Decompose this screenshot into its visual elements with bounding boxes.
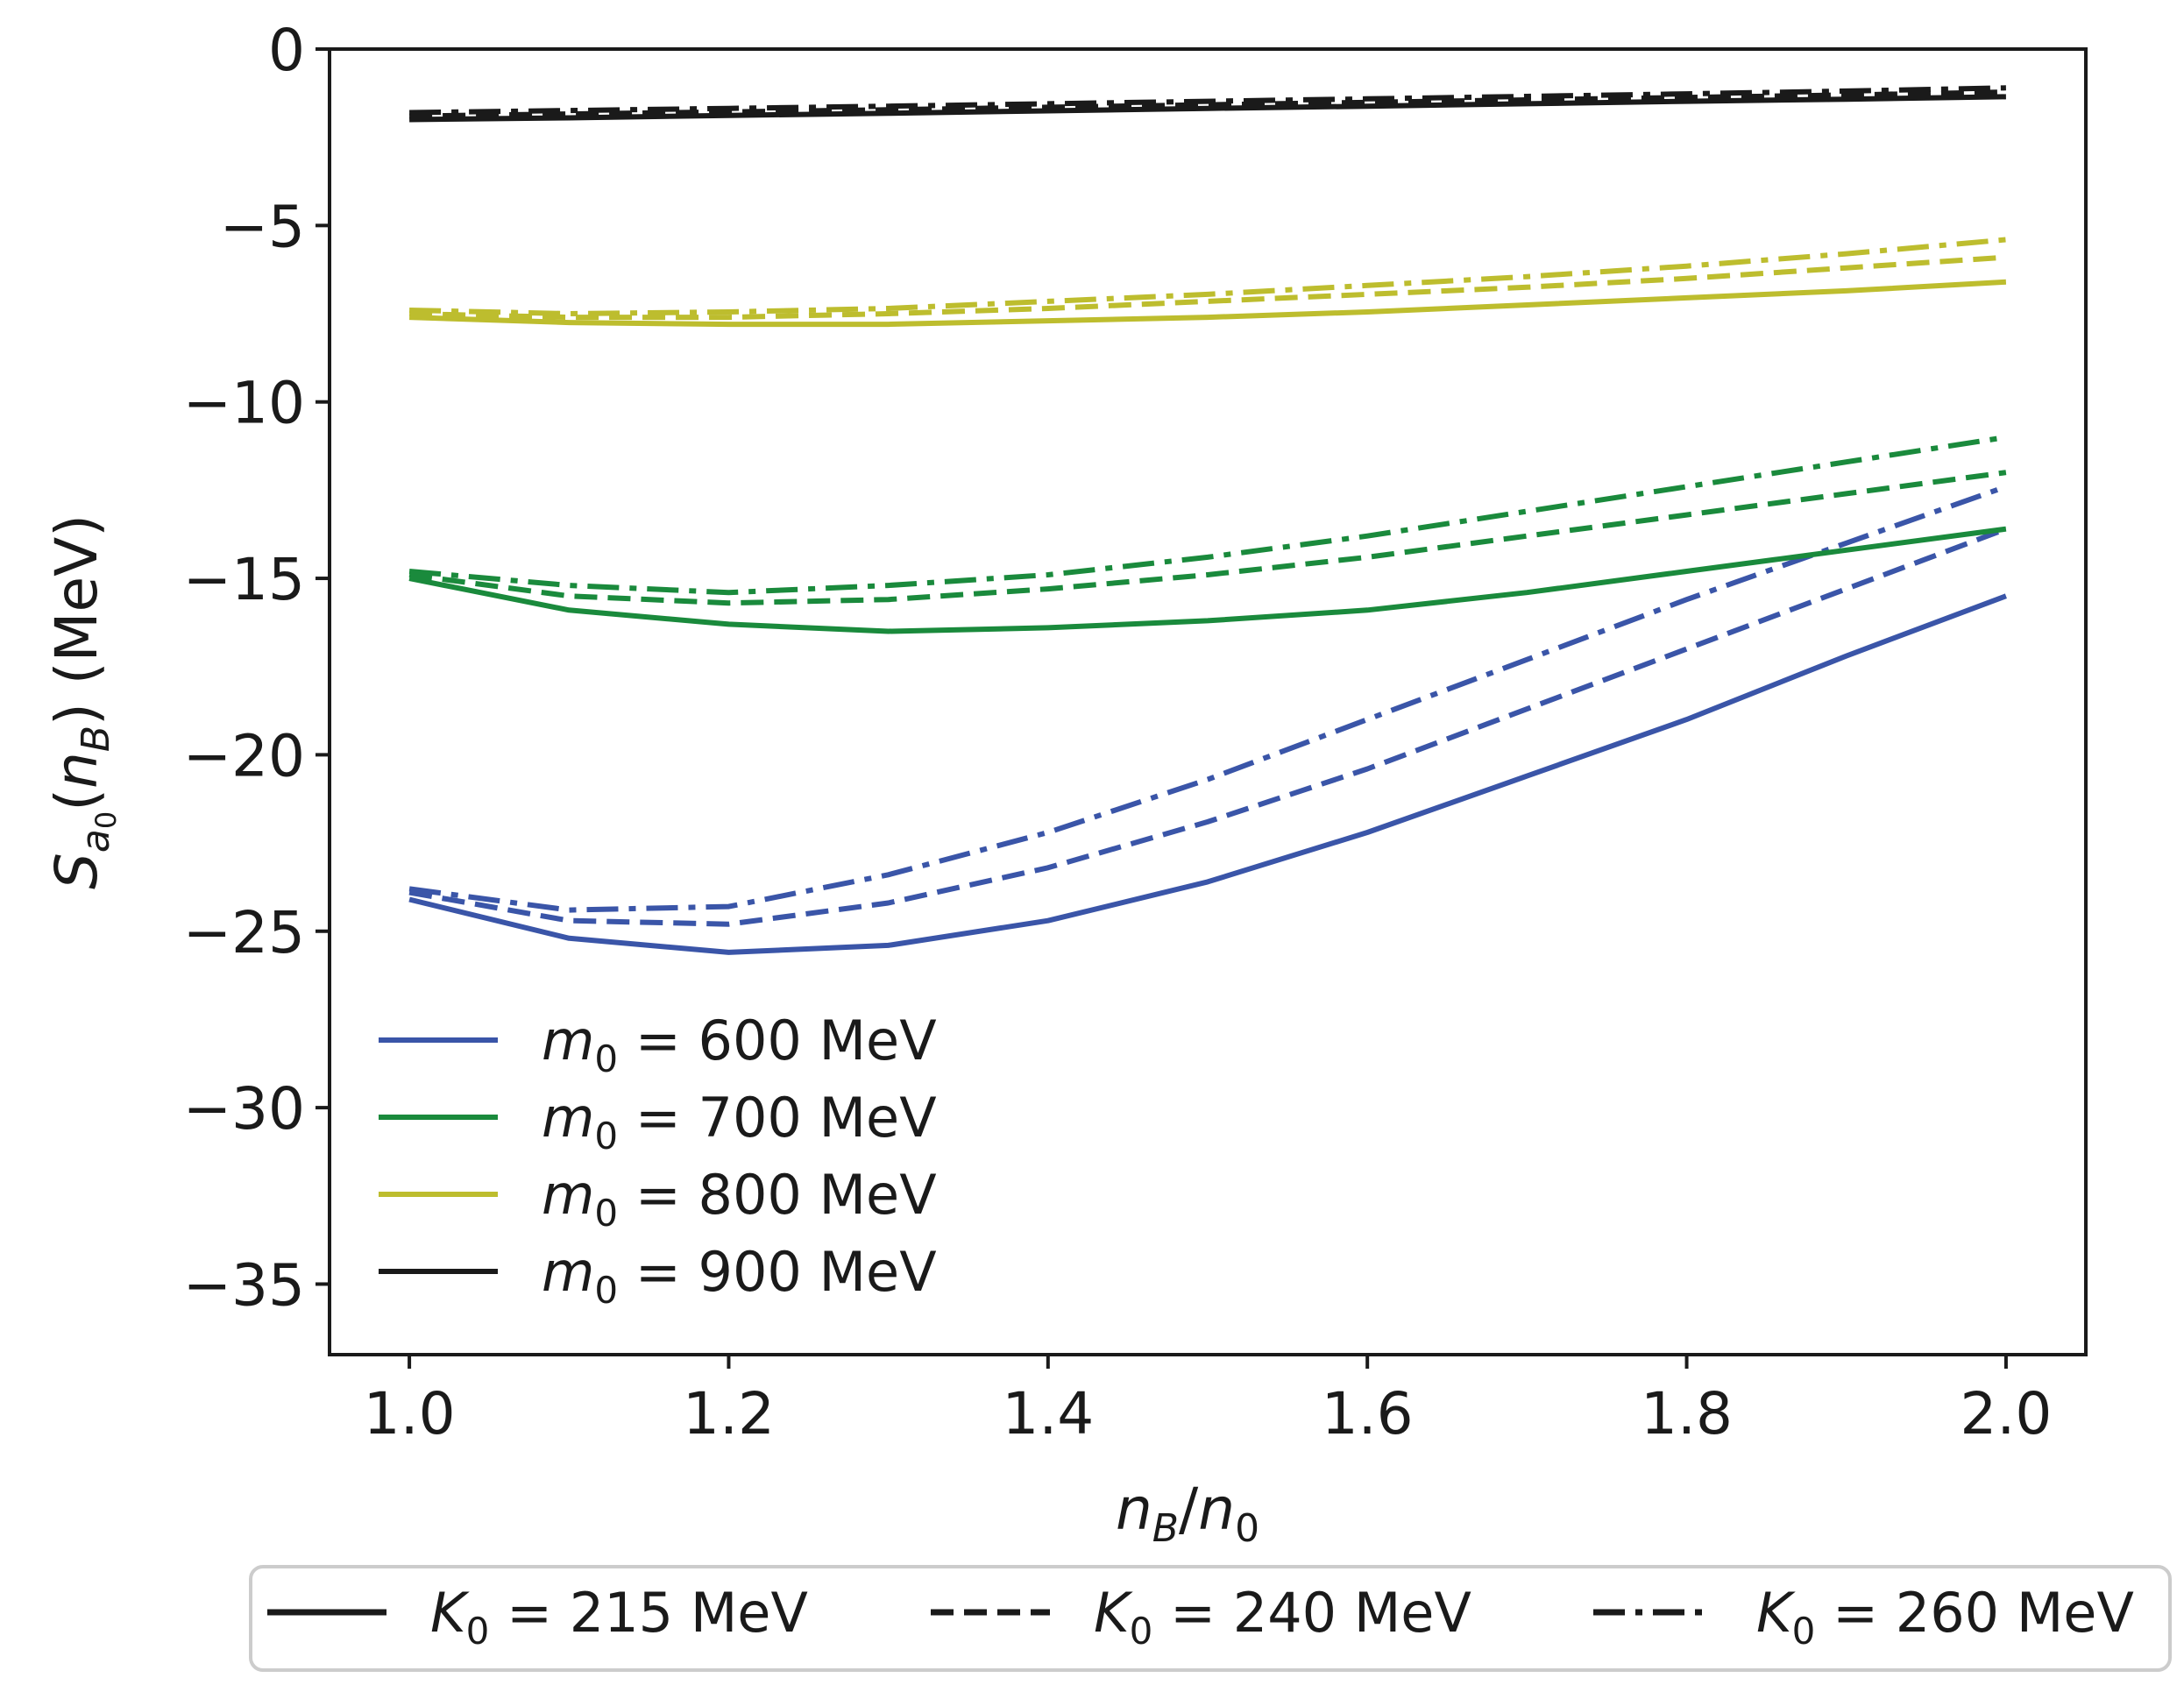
series-line-m900-solid [409,94,2006,123]
y-tick-label: −25 [183,899,305,966]
series-line-m700-solid [408,526,2007,634]
y-tick-label: −5 [220,193,305,260]
series-line-m800-dashed [409,254,2007,321]
series-line-m700-dashed [408,470,2007,606]
legend-label-m600: m0 = 600 MeV [542,1009,937,1080]
y-tick-label: −35 [183,1251,305,1319]
svg-text:nB/n0: nB/n0 [1116,1476,1259,1551]
x-axis-label: nB/n0 [1116,1476,1259,1551]
plot-frame [328,47,2088,1356]
legend-label-dashed: K0 = 240 MeV [1094,1581,1471,1653]
y-tick-label: 0 [268,17,305,84]
legend-label-m900: m0 = 900 MeV [542,1240,937,1312]
x-tick-label: 1.4 [1002,1380,1094,1448]
legend-label-dashdot: K0 = 260 MeV [1756,1581,2134,1653]
series-line-m900-dashed [409,89,2006,119]
svg-text:Sa0(nB) (MeV): Sa0(nB) (MeV) [43,514,123,889]
series-line-m800-solid [409,279,2007,328]
x-tick-label: 1.0 [364,1380,456,1448]
series-line-m800-dashdot [409,237,2007,316]
x-tick-label: 2.0 [1960,1380,2052,1448]
x-axis: 1.0 1.2 1.4 1.6 1.8 2.0 [364,1355,2052,1448]
series-line-m600-dashed [408,526,2007,927]
y-axis: 0 −5 −10 −15 −20 −25 −30 −35 [183,17,330,1319]
series-layer [408,85,2007,955]
x-tick-label: 1.2 [683,1380,775,1448]
series-line-m700-dashdot [408,435,2007,596]
series-line-m600-dashdot [408,484,2007,913]
legend-label-m800: m0 = 800 MeV [542,1163,937,1235]
x-tick-label: 1.6 [1322,1380,1414,1448]
legend-outside: K0 = 215 MeV K0 = 240 MeV K0 = 260 MeV [249,1565,2172,1672]
series-line-m600-solid [408,593,2007,955]
y-tick-label: −30 [183,1075,305,1143]
y-axis-label: Sa0(nB) (MeV) [43,514,123,889]
legend-label-solid: K0 = 215 MeV [430,1581,808,1653]
legend-outside-frame [249,1565,2172,1672]
y-tick-label: −10 [183,370,305,437]
y-tick-label: −20 [183,722,305,789]
legend-label-m700: m0 = 700 MeV [542,1086,937,1157]
series-line-m900-dashdot [409,85,2006,116]
x-tick-label: 1.8 [1641,1380,1733,1448]
y-tick-label: −15 [183,546,305,613]
